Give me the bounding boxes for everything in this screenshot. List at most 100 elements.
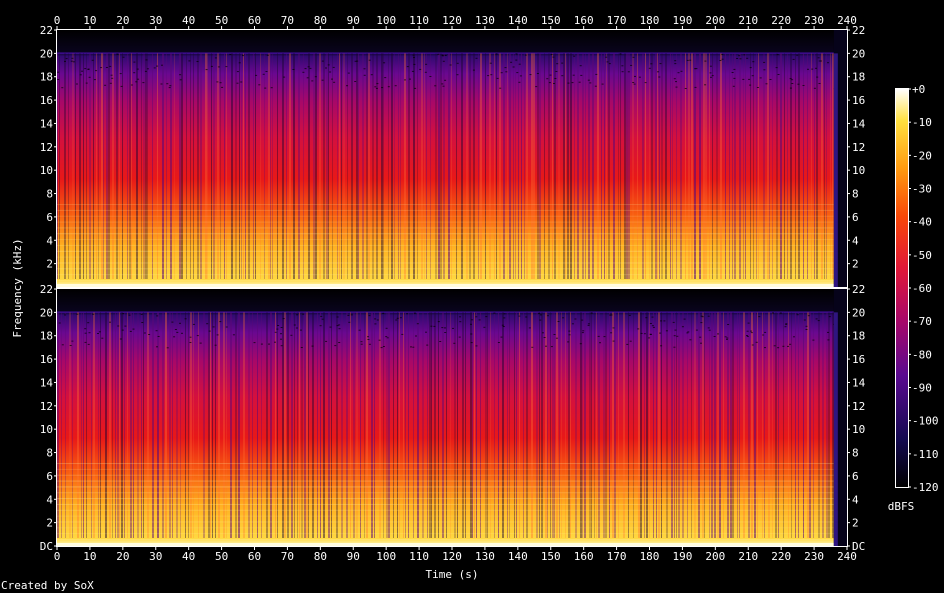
x-tick-label-top: 200 xyxy=(705,14,725,27)
x-tick-label: 230 xyxy=(804,550,824,563)
x-tick-label: 90 xyxy=(347,550,360,563)
spectrogram-body xyxy=(57,289,834,546)
y-tick-label-right: 14 xyxy=(852,376,866,389)
y-tick-label: DC xyxy=(40,540,53,553)
y-tick-label-right: 18 xyxy=(852,330,865,343)
x-ticks: 0 0 10 10 20 20 30 30 40 40 50 50 60 60 70 70 80 80 90 90 10… xyxy=(54,14,857,563)
dc-band xyxy=(57,284,834,287)
colorbar-tick-label: -50 xyxy=(912,249,932,262)
y-tick-label-right: 20 xyxy=(852,47,865,60)
y-tick-label-right: 2 xyxy=(852,517,859,530)
x-tick-label-top: 120 xyxy=(442,14,462,27)
x-tick-label: 200 xyxy=(705,550,725,563)
y-tick-label-right: 16 xyxy=(852,94,865,107)
x-tick-label: 110 xyxy=(409,550,429,563)
y-tick-label: 22 xyxy=(40,24,53,37)
x-tick-label-top: 150 xyxy=(541,14,561,27)
colorbar-tick-label: -20 xyxy=(912,149,932,162)
y-tick-label-right: 12 xyxy=(852,400,865,413)
x-tick-label-top: 180 xyxy=(640,14,660,27)
y-tick-label: 10 xyxy=(40,423,53,436)
y-tick-label-right: 22 xyxy=(852,283,865,296)
x-tick-label: 30 xyxy=(149,550,162,563)
x-tick-label: 190 xyxy=(672,550,692,563)
x-tick-label: 180 xyxy=(640,550,660,563)
y-tick-label: 8 xyxy=(46,188,53,201)
x-tick-label: 70 xyxy=(281,550,294,563)
x-tick-label: 80 xyxy=(314,550,327,563)
x-axis-label: Time (s) xyxy=(426,568,479,581)
y-tick-label: 12 xyxy=(40,400,53,413)
y-tick-label-right: 18 xyxy=(852,71,865,84)
colorbar-tick-label: -30 xyxy=(912,183,932,196)
x-tick-label: 240 xyxy=(837,550,857,563)
colorbar-tick-label: -80 xyxy=(912,348,932,361)
y-tick-label: 14 xyxy=(40,117,54,130)
x-tick-label-top: 30 xyxy=(149,14,162,27)
x-tick-label-top: 110 xyxy=(409,14,429,27)
colorbar-tick-label: -120 xyxy=(912,481,939,494)
x-tick-label: 170 xyxy=(607,550,627,563)
y-tick-label: 2 xyxy=(46,258,53,271)
y-tick-label: 6 xyxy=(46,470,53,483)
y-tick-label: 14 xyxy=(40,376,54,389)
x-tick-label-top: 140 xyxy=(508,14,528,27)
y-tick-label-right: 6 xyxy=(852,470,859,483)
y-tick-label-right: DC xyxy=(852,540,865,553)
colorbar-tick-label: -90 xyxy=(912,382,932,395)
y-tick-label-right: 8 xyxy=(852,447,859,460)
x-tick-label: 150 xyxy=(541,550,561,563)
x-tick-label: 50 xyxy=(215,550,228,563)
x-tick-label: 220 xyxy=(771,550,791,563)
y-tick-label: 6 xyxy=(46,211,53,224)
y-tick-label: 4 xyxy=(46,493,53,506)
x-tick-label: 120 xyxy=(442,550,462,563)
y-axis-label: Frequency (kHz) xyxy=(11,238,24,337)
y-tick-label-right: 12 xyxy=(852,141,865,154)
colorbar-tick-label: -100 xyxy=(912,415,939,428)
y-tick-label: 20 xyxy=(40,306,53,319)
spectrogram-body xyxy=(57,30,834,287)
x-tick-label-top: 80 xyxy=(314,14,327,27)
x-tick-label-top: 50 xyxy=(215,14,228,27)
channel-panel-2 xyxy=(56,288,848,547)
y-tick-label-right: 14 xyxy=(852,117,866,130)
y-tick-label: 8 xyxy=(46,447,53,460)
x-tick-label: 40 xyxy=(182,550,195,563)
x-tick-label-top: 70 xyxy=(281,14,294,27)
x-tick-label: 100 xyxy=(376,550,396,563)
footer-credit: Created by SoX xyxy=(1,579,94,592)
x-tick-label-top: 130 xyxy=(475,14,495,27)
colorbar-tick-label: +0 xyxy=(912,83,925,96)
colorbar-tick-label: -60 xyxy=(912,282,932,295)
x-tick-label-top: 100 xyxy=(376,14,396,27)
channel-panel-1 xyxy=(56,29,848,288)
colorbar-scale xyxy=(896,89,908,487)
y-tick-label: 4 xyxy=(46,234,53,247)
x-tick-label-top: 230 xyxy=(804,14,824,27)
y-tick-label: 22 xyxy=(40,283,53,296)
x-tick-label: 130 xyxy=(475,550,495,563)
colorbar-tick-label: -70 xyxy=(912,315,932,328)
cutoff-edge xyxy=(57,311,834,314)
y-tick-label: 12 xyxy=(40,141,53,154)
y-tick-label-right: 10 xyxy=(852,164,865,177)
dc-band xyxy=(57,543,834,546)
cutoff-edge xyxy=(57,52,834,55)
x-tick-label-top: 90 xyxy=(347,14,360,27)
y-tick-label-right: 16 xyxy=(852,353,865,366)
x-tick-label: 60 xyxy=(248,550,261,563)
x-tick-label: 0 xyxy=(54,550,61,563)
spectral-texture xyxy=(57,312,836,540)
x-tick-label-top: 10 xyxy=(83,14,96,27)
y-tick-label: 16 xyxy=(40,94,53,107)
colorbar-tick-label: -10 xyxy=(912,116,932,129)
y-tick-label: 10 xyxy=(40,164,53,177)
x-tick-label: 160 xyxy=(574,550,594,563)
y-tick-label: 16 xyxy=(40,353,53,366)
y-tick-label-right: 6 xyxy=(852,211,859,224)
x-tick-label-top: 190 xyxy=(672,14,692,27)
